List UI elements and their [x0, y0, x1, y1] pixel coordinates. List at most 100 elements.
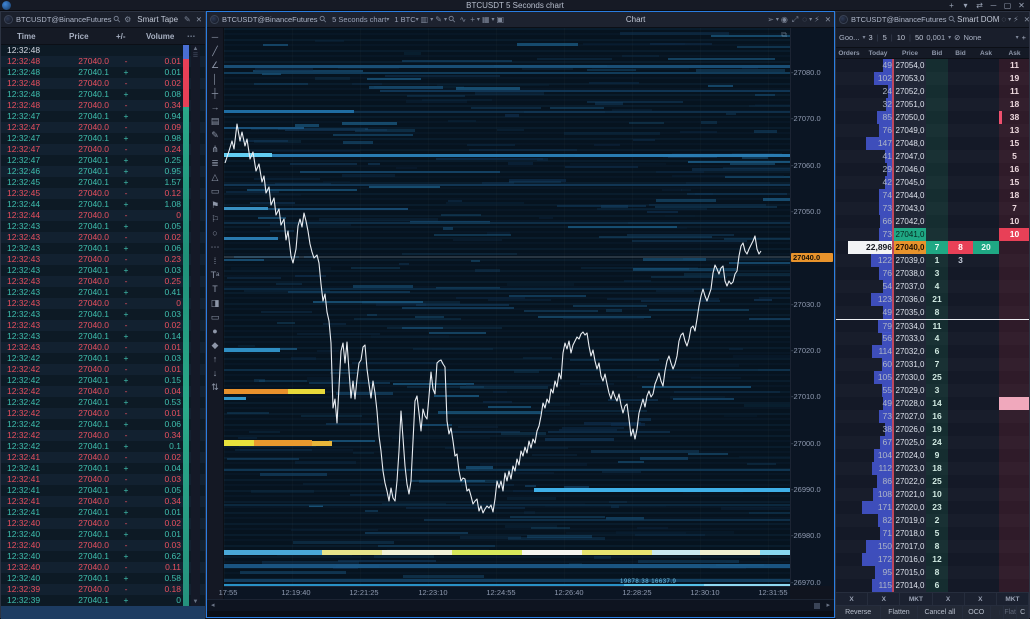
bid-size-cell[interactable]: 8 — [934, 307, 940, 317]
fullscreen-icon[interactable]: ⤢ — [791, 14, 799, 24]
ask-size-cell[interactable] — [999, 384, 1029, 397]
time-axis[interactable]: 17:55 12:19:40 12:21:25 12:23:10 12:24:55 12:… — [219, 586, 790, 599]
dom-price-row[interactable]: 85 27050,0 38 — [836, 111, 1029, 124]
ask-size-cell[interactable] — [999, 358, 1029, 371]
scroll-up-icon[interactable]: ▲ — [192, 46, 199, 52]
cancel-side-button[interactable]: X — [836, 593, 869, 605]
bid-size-cell[interactable]: 7 — [934, 359, 940, 369]
panel-link-icon[interactable]: ⚡ — [814, 15, 820, 24]
shape-tool[interactable]: ◨ — [210, 298, 220, 308]
bid-size-cell[interactable]: 4 — [934, 333, 940, 343]
add-column-icon[interactable]: + — [1021, 33, 1026, 42]
dom-price-row[interactable]: 112 27023,0 18 — [836, 462, 1029, 475]
minimize-button[interactable]: ─ — [990, 1, 997, 10]
fibonacci-tool[interactable]: ≣ — [211, 158, 219, 168]
ask-size-cell[interactable]: 11 — [1010, 60, 1019, 70]
chevron-down-icon[interactable]: ▾ — [775, 17, 779, 23]
chevron-down-icon[interactable]: ▾ — [415, 17, 419, 23]
dom-price-row[interactable]: 73 27027,0 16 — [836, 410, 1029, 423]
callout-tool[interactable]: ▭ — [210, 312, 220, 322]
bid-size-cell[interactable] — [926, 111, 948, 124]
tape-col-price[interactable]: Price — [69, 32, 89, 41]
chevron-down-icon[interactable]: ▾ — [491, 17, 495, 23]
ask-size-cell[interactable] — [999, 410, 1029, 423]
bid-size-cell[interactable]: 10 — [932, 489, 942, 499]
scroll-right-icon[interactable]: ▸ — [826, 602, 830, 609]
chevron-down-icon[interactable]: ▾ — [862, 35, 866, 41]
qty-preset-button[interactable]: 10 — [896, 33, 906, 42]
qty-preset-button[interactable]: 3 — [868, 33, 873, 42]
cross-line-tool[interactable]: ┼ — [211, 88, 219, 98]
search-icon[interactable]: ⚲ — [110, 13, 123, 26]
dom-price-row[interactable]: 171 27020,0 23 — [836, 501, 1029, 514]
brush-tool[interactable]: ✎ — [211, 130, 219, 140]
dom-price-row[interactable]: 114 27032,0 6 — [836, 345, 1029, 358]
chart-style-icon[interactable]: ▥ — [420, 15, 429, 24]
dom-price-row[interactable]: 29 27046,0 16 — [836, 163, 1029, 176]
scroll-left-icon[interactable]: ◂ — [211, 602, 215, 609]
cancel-side-button[interactable]: X — [868, 593, 901, 605]
dom-price-row[interactable]: 76 27038,0 3 — [836, 267, 1029, 280]
dom-price-row[interactable]: 108 27021,0 10 — [836, 488, 1029, 501]
chevron-down-icon[interactable]: ▾ — [476, 17, 480, 23]
ask-size-cell[interactable]: 10 — [1009, 216, 1020, 226]
bid-size-cell[interactable] — [926, 98, 948, 111]
channel-tool[interactable]: ▤ — [210, 116, 220, 126]
ellipse-tool[interactable]: ○ — [212, 228, 218, 238]
dom-price-row[interactable]: 86 27022,0 25 — [836, 475, 1029, 488]
dom-price-row[interactable]: 73 27041,0 10 — [836, 228, 1029, 241]
symbol-link-icon[interactable]: ◌ — [802, 15, 808, 24]
dom-price-row[interactable]: 38 27026,0 19 — [836, 423, 1029, 436]
bid-size-cell[interactable] — [926, 228, 948, 241]
ask-size-cell[interactable]: 18 — [1009, 99, 1020, 109]
bid-size-cell[interactable]: 5 — [934, 528, 940, 538]
dom-price-row[interactable]: 56 27033,0 4 — [836, 332, 1029, 345]
chevron-down-icon[interactable]: ▾ — [430, 17, 434, 23]
ask-size-cell[interactable]: 5 — [1012, 151, 1017, 161]
bid-size-cell[interactable] — [926, 176, 948, 189]
bid-size-cell[interactable]: 12 — [932, 554, 942, 564]
dom-price-row[interactable]: 55 27029,0 3 — [836, 384, 1029, 397]
chevron-down-icon[interactable]: ▾ — [948, 35, 952, 41]
link-panel-icon[interactable]: ✎ — [184, 15, 191, 24]
ask-size-cell[interactable] — [999, 475, 1029, 488]
bid-size-cell[interactable]: 3 — [934, 268, 940, 278]
dom-price-row[interactable]: 67 27025,0 24 — [836, 436, 1029, 449]
dom-price-row[interactable]: 104 27024,0 9 — [836, 449, 1029, 462]
pointer-mode-icon[interactable]: ➢ — [767, 15, 774, 24]
chart-horizontal-scrollbar[interactable]: ◂ ▸ — [207, 599, 834, 611]
tape-columns-menu-icon[interactable]: ⋯ — [187, 32, 195, 41]
window-titlebar[interactable]: BTCUSDT 5 Seconds chart + ▾ ⇄ ─ ▢ ✕ — [0, 0, 1030, 11]
dom-col-price[interactable]: Price — [902, 50, 918, 57]
add-window-button[interactable]: + — [949, 1, 954, 10]
bid-size-cell[interactable] — [926, 124, 948, 137]
cancel-side-button[interactable]: X — [932, 593, 965, 605]
close-icon[interactable]: ✕ — [1023, 15, 1030, 24]
dom-col-ask[interactable]: Ask — [1008, 50, 1021, 57]
lock-button[interactable] — [990, 606, 1004, 619]
bid-size-cell[interactable]: 4 — [934, 281, 940, 291]
flatten-button[interactable]: Flatten — [881, 606, 918, 619]
dom-price-row[interactable]: 102 27053,0 19 — [836, 72, 1029, 85]
ask-size-cell[interactable] — [999, 293, 1029, 306]
arrow-up-marker-tool[interactable]: ↑ — [212, 354, 218, 364]
account-selector[interactable]: Goo... — [839, 33, 860, 42]
dom-col-today[interactable]: Today — [868, 50, 888, 57]
chevron-down-icon[interactable]: ▾ — [386, 17, 390, 23]
tape-col-time[interactable]: Time — [17, 32, 36, 41]
tape-symbol[interactable]: BTCUSDT@BinanceFutures — [16, 15, 112, 24]
ask-size-cell[interactable] — [999, 423, 1029, 436]
angle-tool[interactable]: ∠ — [210, 60, 220, 70]
market-order-button[interactable]: MKT — [900, 593, 933, 605]
zoom-icon[interactable]: ⚲ — [446, 13, 458, 26]
ask-size-cell[interactable]: 13 — [1009, 125, 1020, 135]
chevron-down-icon[interactable]: ▾ — [809, 17, 813, 23]
dom-price-row[interactable]: 122 27039,0 1 3 — [836, 254, 1029, 267]
ask-size-cell[interactable] — [999, 540, 1029, 553]
tape-col-sign[interactable]: +/- — [116, 32, 126, 41]
bid-size-cell[interactable] — [926, 59, 948, 72]
ask-size-cell[interactable] — [999, 371, 1029, 384]
text-tool[interactable]: T — [212, 284, 218, 294]
dom-price-row[interactable]: 54 27037,0 4 — [836, 280, 1029, 293]
bid-size-cell[interactable]: 25 — [932, 476, 942, 486]
